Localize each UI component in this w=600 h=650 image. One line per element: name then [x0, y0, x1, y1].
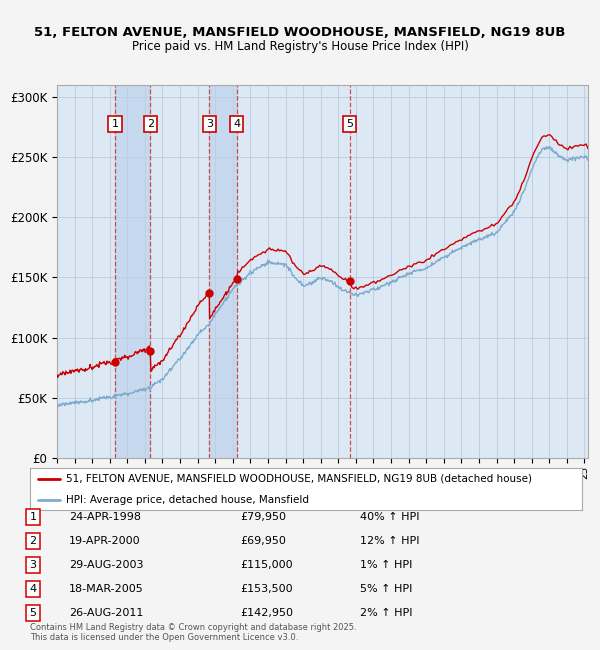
Bar: [209, 84, 236, 458]
Text: 26-AUG-2011: 26-AUG-2011: [69, 608, 143, 618]
Text: 5% ↑ HPI: 5% ↑ HPI: [360, 584, 412, 594]
Text: Price paid vs. HM Land Registry's House Price Index (HPI): Price paid vs. HM Land Registry's House …: [131, 40, 469, 53]
Bar: [115, 84, 150, 458]
Text: 18-MAR-2005: 18-MAR-2005: [69, 584, 144, 594]
Text: 4: 4: [29, 584, 37, 594]
Text: 2: 2: [146, 119, 154, 129]
Text: Contains HM Land Registry data © Crown copyright and database right 2025.
This d: Contains HM Land Registry data © Crown c…: [30, 623, 356, 642]
Text: 1: 1: [29, 512, 37, 522]
Text: £115,000: £115,000: [240, 560, 293, 570]
Text: HPI: Average price, detached house, Mansfield: HPI: Average price, detached house, Mans…: [66, 495, 309, 505]
Text: £79,950: £79,950: [240, 512, 286, 522]
Text: 40% ↑ HPI: 40% ↑ HPI: [360, 512, 419, 522]
Text: 19-APR-2000: 19-APR-2000: [69, 536, 140, 546]
Text: 1: 1: [112, 119, 119, 129]
Text: 3: 3: [29, 560, 37, 570]
Text: 2% ↑ HPI: 2% ↑ HPI: [360, 608, 413, 618]
Text: £142,950: £142,950: [240, 608, 293, 618]
Text: 12% ↑ HPI: 12% ↑ HPI: [360, 536, 419, 546]
Text: £153,500: £153,500: [240, 584, 293, 594]
Text: 5: 5: [29, 608, 37, 618]
Text: £69,950: £69,950: [240, 536, 286, 546]
Text: 29-AUG-2003: 29-AUG-2003: [69, 560, 143, 570]
Text: 24-APR-1998: 24-APR-1998: [69, 512, 141, 522]
Text: 1% ↑ HPI: 1% ↑ HPI: [360, 560, 412, 570]
Text: 51, FELTON AVENUE, MANSFIELD WOODHOUSE, MANSFIELD, NG19 8UB (detached house): 51, FELTON AVENUE, MANSFIELD WOODHOUSE, …: [66, 474, 532, 484]
Text: 5: 5: [346, 119, 353, 129]
Text: 51, FELTON AVENUE, MANSFIELD WOODHOUSE, MANSFIELD, NG19 8UB: 51, FELTON AVENUE, MANSFIELD WOODHOUSE, …: [34, 26, 566, 39]
Text: 3: 3: [206, 119, 213, 129]
Text: 2: 2: [29, 536, 37, 546]
Text: 4: 4: [233, 119, 240, 129]
